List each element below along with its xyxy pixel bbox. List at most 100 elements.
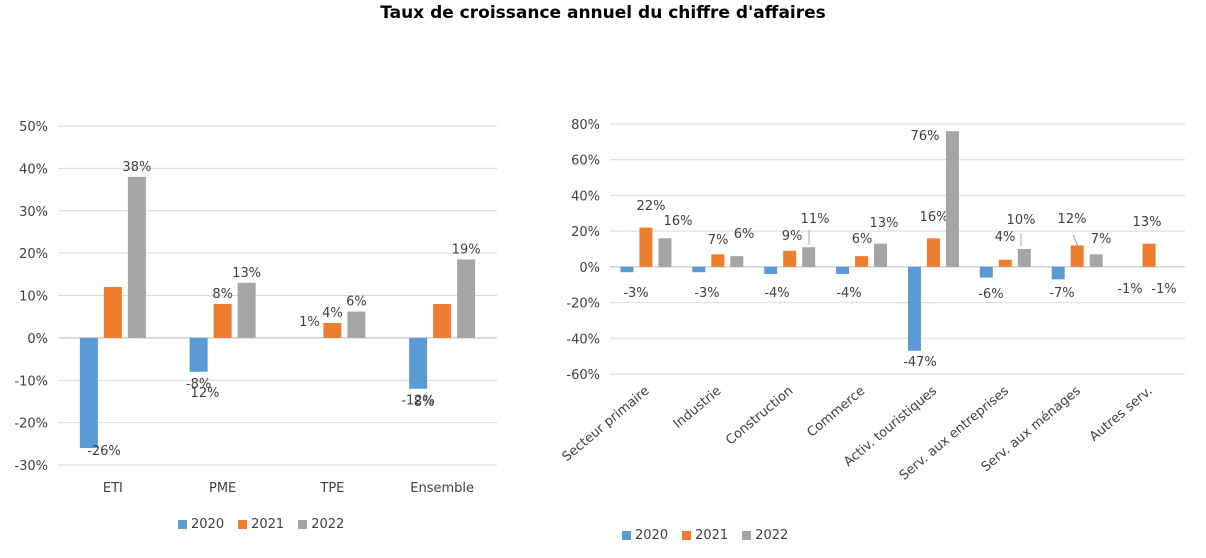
- data-label: -6%: [978, 287, 1003, 302]
- legend-item-2022: 2022: [742, 528, 788, 543]
- y-tick-label: 0%: [579, 261, 600, 276]
- legend-label: 2021: [251, 517, 285, 532]
- y-tick-label: 50%: [19, 120, 48, 135]
- data-label: 19%: [452, 242, 481, 257]
- x-tick-label: Industrie: [671, 384, 725, 432]
- data-label: -8%: [186, 377, 211, 392]
- bar-2021: [1070, 245, 1084, 267]
- data-label: 6%: [734, 227, 755, 242]
- bar-2022: [730, 256, 744, 267]
- legend-item-2021: 2021: [682, 528, 728, 543]
- x-tick-label: Ensemble: [410, 481, 474, 496]
- bar-2021: [103, 287, 122, 338]
- y-tick-label: -40%: [566, 332, 600, 347]
- data-label: 7%: [1091, 232, 1112, 247]
- legend-swatch-2021: [682, 531, 692, 540]
- legend-item-2022: 2022: [298, 517, 344, 532]
- bar-2020: [1051, 266, 1065, 280]
- y-tick-label: 30%: [19, 205, 48, 220]
- bar-2021: [213, 303, 232, 338]
- data-label: -1%: [1151, 282, 1176, 297]
- y-tick-label: 20%: [19, 247, 48, 262]
- bar-2020: [979, 266, 993, 278]
- bar-2022: [874, 243, 888, 267]
- data-label: -3%: [694, 286, 719, 301]
- legend-item-2021: 2021: [238, 517, 284, 532]
- data-label: 38%: [122, 160, 151, 175]
- bar-2021: [998, 259, 1012, 267]
- y-tick-label: -20%: [14, 417, 48, 432]
- bar-2020: [620, 266, 634, 273]
- bar-2022: [457, 259, 476, 338]
- legend-swatch-2022: [298, 520, 308, 529]
- data-label: 4%: [322, 306, 343, 321]
- y-tick-label: 40%: [19, 162, 48, 177]
- data-label: 22%: [637, 199, 666, 214]
- data-label: -26%: [87, 444, 121, 459]
- data-label: 13%: [870, 216, 899, 231]
- bar-2021: [783, 250, 797, 267]
- bar-2022: [945, 131, 959, 267]
- leader-line: [1072, 234, 1079, 247]
- legend-left: 2020 2021 2022: [178, 517, 344, 532]
- data-label: 12%: [191, 386, 220, 401]
- data-label: -4%: [764, 286, 789, 301]
- data-label: 16%: [664, 214, 693, 229]
- bar-2022: [658, 238, 672, 267]
- y-tick-label: 80%: [571, 118, 600, 133]
- legend-label: 2021: [695, 528, 729, 543]
- data-label: 6%: [346, 295, 367, 310]
- bar-2022: [347, 311, 366, 338]
- data-label: -1%: [1117, 282, 1142, 297]
- data-label: 13%: [1133, 215, 1162, 230]
- bar-2022: [237, 282, 256, 338]
- y-tick-label: 0%: [27, 332, 48, 347]
- chart-title: Taux de croissance annuel du chiffre d'a…: [380, 3, 826, 23]
- data-label: -12%: [401, 394, 435, 409]
- x-tick-label: PME: [209, 481, 236, 496]
- y-tick-label: 20%: [571, 225, 600, 240]
- bar-2020: [764, 266, 778, 274]
- bar-2021: [433, 303, 452, 338]
- legend-swatch-2020: [622, 531, 631, 540]
- bar-2022: [127, 176, 146, 338]
- bar-2022: [802, 247, 816, 267]
- data-label: 9%: [782, 229, 803, 244]
- bar-2021: [855, 256, 869, 267]
- x-tick-label: Construction: [723, 384, 796, 449]
- data-label: 8%: [414, 395, 435, 410]
- legend-swatch-2020: [178, 520, 187, 529]
- bar-2021: [1142, 243, 1156, 267]
- x-tick-label: Autres serv.: [1087, 384, 1156, 445]
- legend-label: 2020: [635, 528, 669, 543]
- data-label: 8%: [212, 287, 233, 302]
- data-label: 76%: [911, 129, 940, 144]
- y-tick-label: 60%: [571, 154, 600, 169]
- legend-item-2020: 2020: [622, 528, 668, 543]
- data-label: -47%: [903, 355, 937, 370]
- data-label: -7%: [1049, 286, 1074, 301]
- bar-2020: [836, 266, 850, 274]
- legend-label: 2020: [191, 517, 225, 532]
- data-label: 12%: [1058, 212, 1087, 227]
- legend-right: 2020 2021 2022: [622, 528, 788, 543]
- bar-2021: [711, 254, 725, 267]
- legend-label: 2022: [311, 517, 345, 532]
- x-tick-label: TPE: [319, 481, 344, 496]
- y-tick-label: -10%: [14, 374, 48, 389]
- data-label: 4%: [995, 230, 1016, 245]
- legend-label: 2022: [755, 528, 789, 543]
- x-tick-label: Commerce: [804, 384, 868, 441]
- y-tick-label: 10%: [19, 290, 48, 305]
- legend-swatch-2021: [238, 520, 248, 529]
- bar-2020: [692, 266, 706, 273]
- x-tick-label: Secteur primaire: [560, 384, 653, 465]
- legend-item-2020: 2020: [178, 517, 224, 532]
- bar-2021: [926, 238, 940, 267]
- data-label: 7%: [708, 233, 729, 248]
- bar-2021: [639, 227, 653, 267]
- data-label: -4%: [836, 286, 861, 301]
- data-label: 10%: [1007, 213, 1036, 228]
- x-tick-label: ETI: [103, 481, 123, 496]
- bar-2022: [1017, 249, 1031, 267]
